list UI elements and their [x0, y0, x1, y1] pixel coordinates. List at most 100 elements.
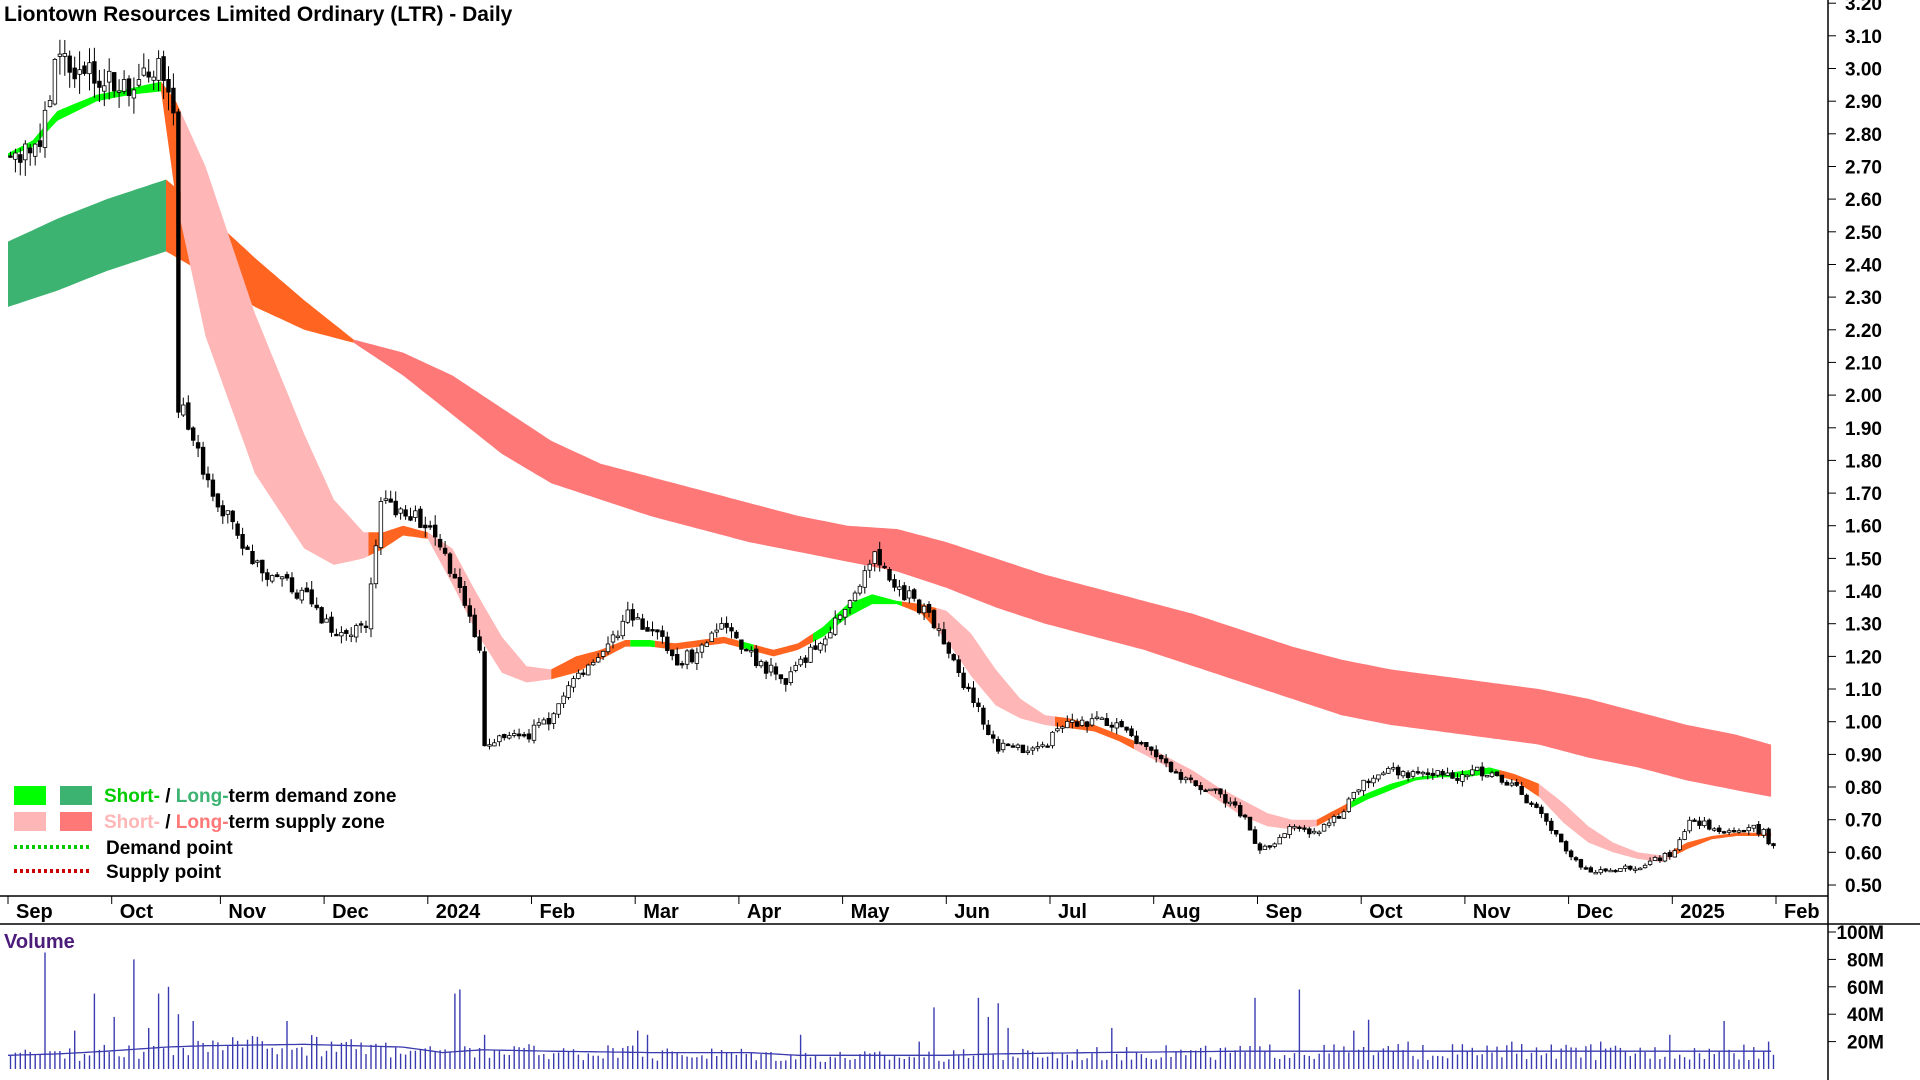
candle-body: [141, 67, 146, 76]
candle: [1361, 779, 1366, 796]
candle: [195, 434, 201, 458]
candle: [709, 631, 714, 642]
candle: [1198, 782, 1203, 795]
candle-body: [393, 500, 398, 516]
candle-body: [1583, 867, 1589, 870]
price-pane: [8, 39, 1776, 875]
candle: [675, 647, 680, 666]
candle-body: [1070, 719, 1075, 723]
candle-body: [1351, 792, 1356, 799]
candle-body: [763, 661, 769, 674]
candle-body: [353, 625, 359, 638]
candle: [719, 617, 724, 630]
candle-body: [882, 565, 887, 569]
candle: [1613, 869, 1618, 873]
candle: [13, 148, 18, 173]
candle: [1114, 718, 1119, 735]
price-tick-label: 1.30: [1845, 615, 1882, 636]
candle-body: [1707, 819, 1712, 830]
candle-body: [1761, 829, 1766, 836]
price-tick-label: 2.70: [1845, 158, 1882, 179]
candle-body: [284, 574, 290, 579]
candle-body: [1480, 766, 1485, 777]
candle: [600, 650, 606, 660]
candle: [1608, 868, 1613, 873]
candle-body: [87, 62, 92, 75]
candle: [605, 636, 611, 655]
price-tick-label: 1.90: [1845, 419, 1882, 440]
candle-body: [274, 574, 280, 578]
candle-body: [724, 622, 729, 628]
candle-body: [1045, 745, 1050, 748]
candle-body: [1494, 771, 1500, 776]
candle: [828, 626, 833, 639]
candle: [121, 70, 127, 95]
candle-body: [551, 713, 556, 724]
candle: [186, 395, 191, 431]
candle: [388, 490, 393, 503]
candle: [1420, 770, 1426, 778]
candle-body: [655, 629, 660, 633]
candle: [1040, 741, 1045, 749]
candle: [640, 613, 645, 630]
candle-body: [423, 524, 428, 529]
candle: [324, 614, 329, 623]
candle: [1534, 801, 1539, 809]
candle: [393, 491, 398, 518]
volume-axis-ticks: 20M 40M 60M 80M 100M: [1828, 923, 1884, 1054]
time-tick-label: Nov: [1473, 901, 1512, 923]
candle: [1524, 793, 1529, 804]
candle: [136, 63, 142, 88]
short-term-zone-segment-17: [1499, 770, 1539, 797]
candle: [991, 730, 996, 744]
candle: [521, 731, 527, 738]
candle: [1445, 767, 1450, 776]
price-tick-label: 2.10: [1845, 353, 1882, 374]
candle-body: [996, 739, 1001, 752]
candle: [151, 70, 156, 91]
candle: [808, 643, 813, 663]
candle-body: [279, 576, 285, 580]
candle-body: [803, 657, 808, 663]
candle: [1089, 713, 1095, 727]
candle-body: [492, 742, 497, 747]
candle-body: [1144, 742, 1149, 748]
time-tick-label: Aug: [1162, 901, 1201, 923]
candle-body: [852, 592, 858, 602]
candle: [1055, 722, 1060, 733]
candle-body: [1154, 749, 1159, 758]
candle-body: [1247, 816, 1253, 831]
candle: [1272, 842, 1277, 849]
candle: [1163, 754, 1169, 768]
volume-tick-label: 100M: [1836, 923, 1884, 944]
candle-body: [1079, 719, 1085, 726]
candle: [1099, 716, 1105, 720]
candle: [1144, 742, 1149, 750]
candle: [1662, 851, 1668, 863]
candle: [581, 669, 586, 677]
candle: [8, 151, 13, 158]
legend-label-part: Demand point: [106, 838, 233, 859]
candle: [1494, 771, 1500, 777]
candle-body: [1697, 820, 1702, 826]
candle: [1440, 769, 1445, 779]
candle: [744, 648, 749, 652]
candle: [670, 649, 675, 661]
candle: [936, 623, 942, 637]
candle-body: [1667, 852, 1672, 857]
candle-body: [447, 553, 453, 574]
candle-body: [1336, 816, 1342, 819]
candle-body: [1312, 830, 1317, 834]
candle: [62, 40, 67, 76]
candle: [778, 674, 784, 684]
volume-tick-label: 40M: [1847, 1005, 1884, 1026]
candle-body: [27, 147, 33, 154]
legend-swatch-long: [60, 786, 92, 805]
short-term-zone-segment-12: [936, 608, 1055, 727]
candle: [1060, 725, 1065, 733]
candle-body: [1084, 721, 1090, 727]
time-tick-label: Oct: [120, 901, 154, 923]
time-tick-label: Oct: [1369, 901, 1403, 923]
candle: [1712, 827, 1717, 832]
candle-body: [586, 664, 591, 676]
